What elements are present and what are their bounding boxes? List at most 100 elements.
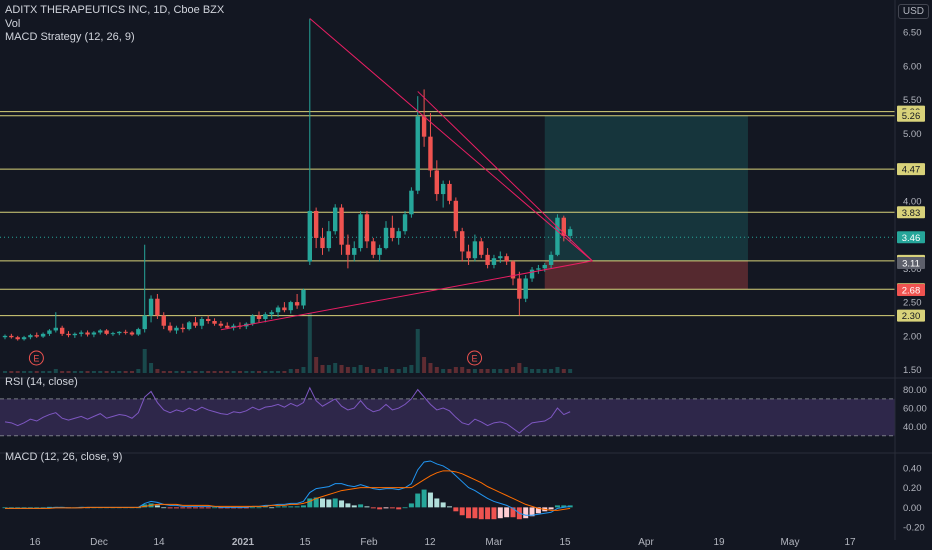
volume-bar xyxy=(53,369,58,373)
candle-body xyxy=(28,335,33,338)
price-tag-bg xyxy=(897,256,925,269)
price-tag-bg xyxy=(897,283,925,296)
macd-histogram-bar xyxy=(294,506,300,508)
volume-bar xyxy=(206,371,211,373)
candle-body xyxy=(377,248,382,255)
volume-bar xyxy=(422,357,427,373)
macd-histogram-bar xyxy=(332,498,338,508)
macd-histogram-bar xyxy=(485,507,491,520)
volume-bar xyxy=(22,371,27,373)
volume-bar xyxy=(409,365,414,373)
candle-body xyxy=(79,332,84,334)
earnings-circle xyxy=(28,350,44,366)
currency-badge[interactable]: USD xyxy=(897,4,929,19)
macd-histogram-bar xyxy=(396,507,402,510)
candle-body xyxy=(136,329,141,335)
volume-bar xyxy=(231,371,236,373)
earnings-marker[interactable]: E xyxy=(467,350,483,366)
macd-histogram-bar xyxy=(167,507,173,509)
macd-histogram-bar xyxy=(15,507,21,509)
volume-legend[interactable]: Vol xyxy=(5,18,20,30)
signal-line xyxy=(5,470,571,511)
candle-body xyxy=(85,332,90,335)
candle-body xyxy=(9,335,14,338)
macd-legend[interactable]: MACD (12, 26, close, 9) xyxy=(5,451,122,463)
candle-body xyxy=(409,190,414,215)
volume-bar xyxy=(130,371,134,373)
candle-body xyxy=(47,330,52,334)
candle-body xyxy=(167,325,173,331)
volume-bar xyxy=(237,371,242,373)
time-tick-label: 15 xyxy=(559,537,571,548)
price-tag-bg xyxy=(897,231,925,244)
macd-histogram-bar xyxy=(250,507,256,509)
price-tag-label: 5.26 xyxy=(902,111,921,122)
volume-bar xyxy=(453,367,458,373)
volume-bar xyxy=(555,367,560,373)
candle-body xyxy=(485,254,490,265)
candle-body xyxy=(440,183,446,195)
candle-body xyxy=(536,268,541,270)
macd-histogram-bar xyxy=(307,498,313,508)
candle-body xyxy=(231,325,236,328)
candle-body xyxy=(364,214,370,242)
time-tick-label: 15 xyxy=(299,537,311,548)
macd-histogram-bar xyxy=(472,507,478,519)
macd-histogram-bar xyxy=(535,507,541,514)
macd-histogram-bar xyxy=(180,507,186,509)
volume-bar xyxy=(485,369,490,373)
time-tick-label: May xyxy=(781,537,800,548)
macd-histogram-bar xyxy=(313,497,319,508)
macd-histogram-bar xyxy=(46,506,52,508)
strategy-label: MACD Strategy (12, 26, 9) xyxy=(5,31,135,43)
price-tag: 3.83 xyxy=(897,206,925,219)
volume-bar xyxy=(390,369,395,373)
candle-body xyxy=(434,170,439,195)
candle-body xyxy=(91,332,97,335)
volume-bar xyxy=(498,369,503,373)
volume-bar xyxy=(339,365,344,373)
candle-body xyxy=(307,210,312,262)
macd-histogram-bar xyxy=(281,506,287,508)
volume-bar xyxy=(568,369,573,373)
volume-bar xyxy=(536,369,541,373)
candle-body xyxy=(250,315,255,324)
volume-bar xyxy=(441,369,446,373)
volume-bar xyxy=(288,369,293,373)
price-tag-label: 2.30 xyxy=(902,311,921,322)
macd-histogram-bar xyxy=(358,504,364,508)
rsi-tick-label: 60.00 xyxy=(903,404,927,415)
volume-bar xyxy=(15,371,20,373)
rsi-pane[interactable] xyxy=(0,386,895,437)
earnings-marker[interactable]: E xyxy=(28,350,44,366)
macd-histogram-bar xyxy=(427,492,433,508)
price-tag-bg xyxy=(897,163,925,176)
rsi-legend[interactable]: RSI (14, close) xyxy=(5,376,78,388)
strategy-legend[interactable]: MACD Strategy (12, 26, 9) xyxy=(5,31,135,43)
macd-histogram-bar xyxy=(548,507,554,510)
volume-bar xyxy=(472,369,477,373)
macd-histogram-bar xyxy=(554,505,560,508)
candle-body xyxy=(479,241,484,255)
symbol-legend[interactable]: ADITX THERAPEUTICS INC, 1D, Cboe BZX xyxy=(5,4,224,16)
macd-histogram-bar xyxy=(453,507,459,512)
symbol-title[interactable]: ADITX THERAPEUTICS INC, 1D, Cboe BZX xyxy=(5,4,225,16)
volume-bar xyxy=(47,371,52,373)
candle-body xyxy=(34,335,39,337)
candle-body xyxy=(313,210,319,238)
macd-pane[interactable] xyxy=(2,460,573,520)
volume-bar xyxy=(149,363,154,373)
volume-bar xyxy=(377,369,382,373)
volume-bar xyxy=(79,371,84,373)
volume-bar xyxy=(523,367,528,373)
volume-bar xyxy=(320,365,325,373)
macd-histogram-bar xyxy=(161,507,167,509)
volume-bar xyxy=(257,371,261,373)
candle-body xyxy=(161,315,166,326)
time-tick-label: 12 xyxy=(424,537,436,548)
candle-body xyxy=(529,269,535,279)
macd-histogram-bar xyxy=(561,505,567,508)
